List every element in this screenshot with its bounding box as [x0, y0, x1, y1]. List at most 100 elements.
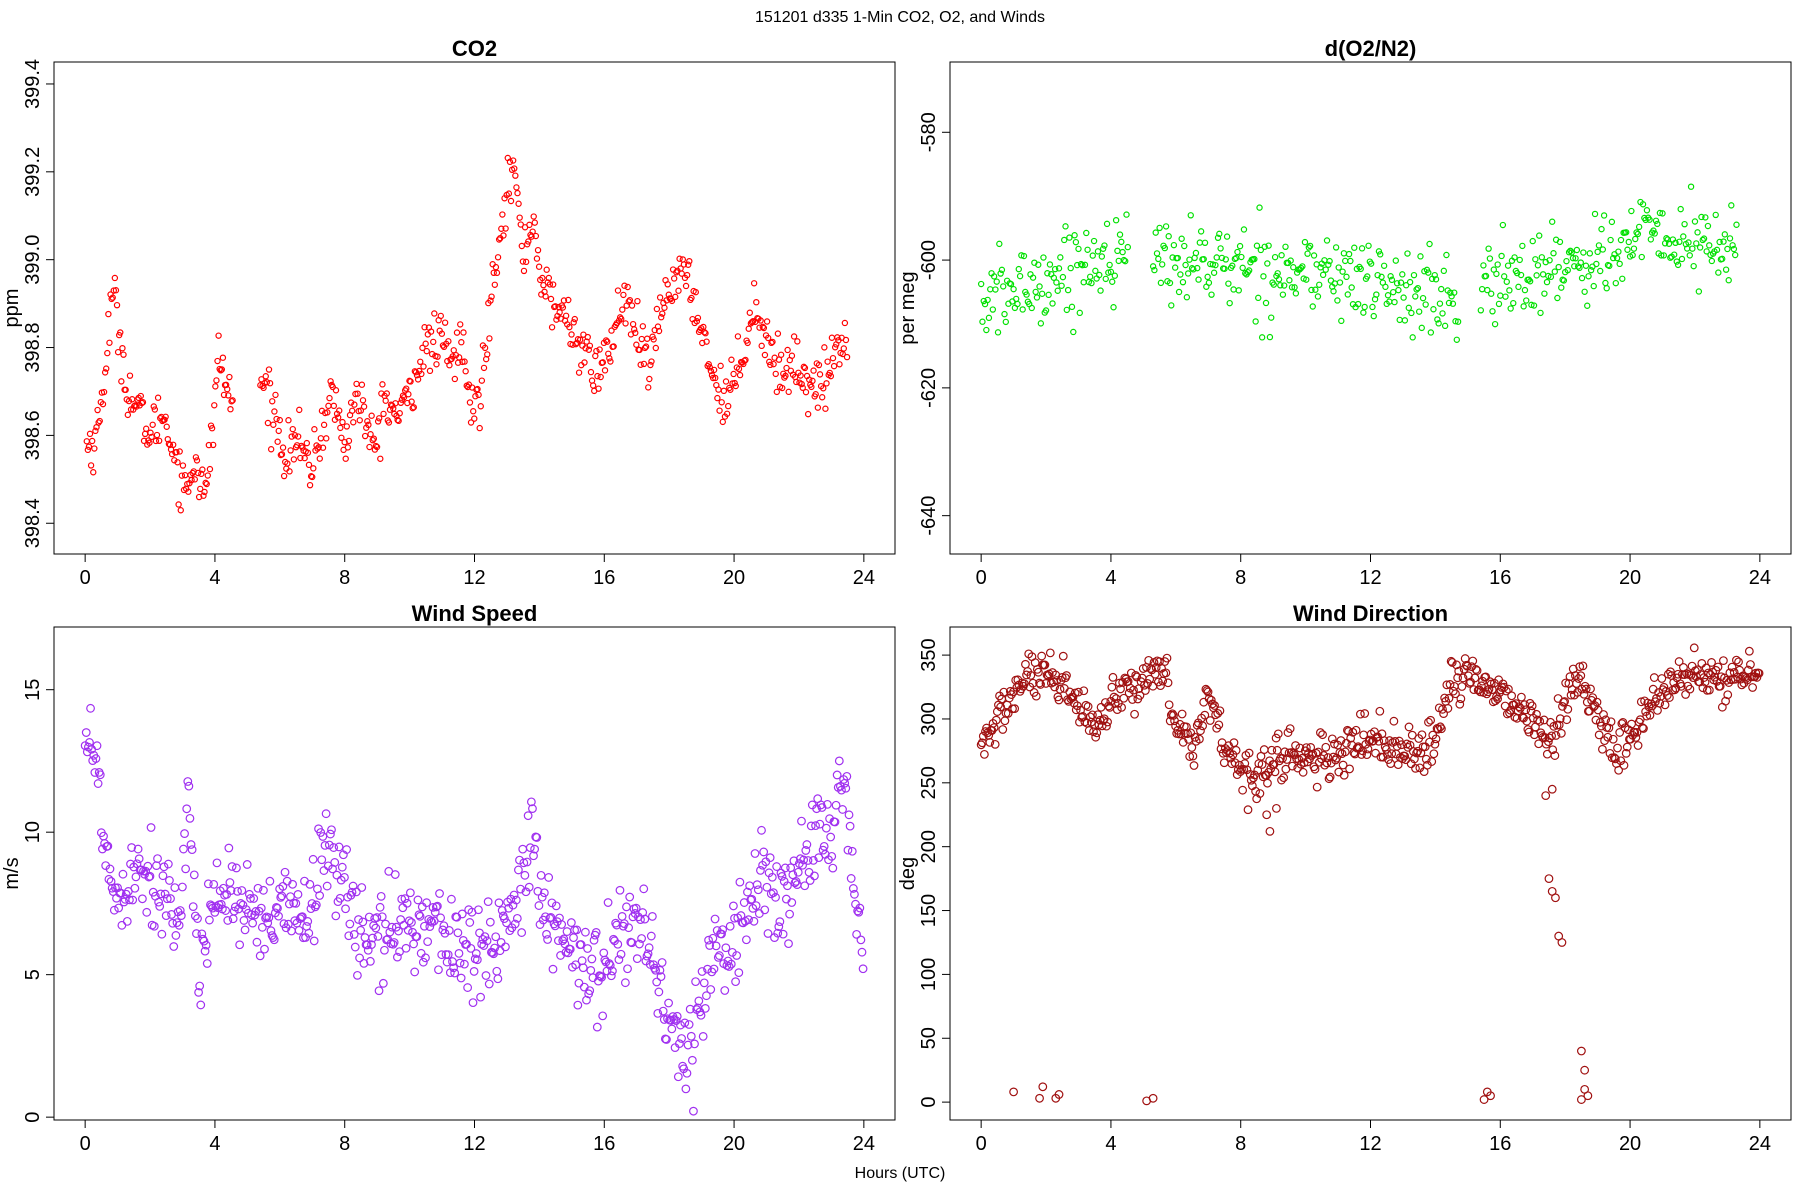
wind-direction-data-point: [1707, 658, 1716, 667]
wind-speed-data-point: [569, 933, 578, 943]
co2-data-point: [310, 465, 317, 472]
wind-direction-data-point: [1150, 669, 1160, 679]
wind-direction-data-point: [1062, 671, 1071, 680]
wind-speed-ytick-label: 15: [22, 679, 44, 701]
wind-speed-data-point: [378, 978, 388, 988]
wind-direction-data-point: [1555, 714, 1565, 724]
o2n2-data-point: [1526, 278, 1534, 285]
wind-speed-data-point: [276, 892, 286, 902]
o2n2-data-point: [1551, 268, 1558, 275]
co2-xtick-label: 8: [339, 567, 350, 589]
wind-direction-data-point: [1452, 660, 1461, 670]
wind-direction-data-point: [1169, 710, 1178, 720]
o2n2-data-point: [1309, 303, 1316, 310]
co2-data-point: [449, 353, 456, 360]
o2n2-data-point: [1102, 275, 1109, 283]
wind-speed-data-point: [686, 1031, 696, 1041]
wind-speed-data-point: [775, 917, 785, 927]
wind-direction-data-point: [1182, 722, 1191, 732]
co2-data-point: [712, 374, 719, 382]
wind-direction-ytick-label: 150: [918, 894, 940, 927]
co2-data-point: [672, 293, 679, 301]
co2-data-point: [661, 304, 668, 311]
wind-direction-data-point: [1026, 670, 1036, 680]
o2n2-data-point: [1316, 281, 1323, 288]
o2n2-data-point: [1593, 260, 1600, 268]
o2n2-data-point: [1212, 261, 1219, 269]
wind-speed-data-point: [703, 964, 712, 974]
o2n2-data-point: [1414, 284, 1422, 292]
wind-direction-xtick-label: 12: [1359, 1133, 1381, 1155]
o2n2-data-point: [1369, 303, 1376, 311]
wind-speed-data-point: [847, 846, 857, 856]
wind-speed-data-point: [592, 1022, 602, 1032]
wind-speed-data-point: [496, 938, 506, 947]
o2n2-data-point: [1222, 256, 1229, 263]
o2n2-data-point: [1573, 246, 1581, 254]
co2-data-point: [422, 340, 429, 347]
o2n2-data-point: [1071, 232, 1078, 239]
co2-data-point: [735, 365, 743, 373]
o2n2-data-point: [1436, 300, 1444, 307]
o2n2-data-point: [1401, 317, 1409, 324]
o2n2-data-point: [1687, 183, 1695, 190]
o2n2-data-point: [1677, 205, 1684, 213]
co2-data-point: [804, 410, 812, 418]
o2n2-data-point: [1656, 209, 1664, 217]
co2-data-point: [830, 362, 838, 370]
wind-direction-data-point: [1214, 720, 1224, 730]
co2-data-point: [779, 384, 786, 392]
wind-direction-data-point: [1563, 704, 1573, 714]
co2-data-point: [518, 242, 526, 250]
wind-direction-data-point: [1613, 743, 1622, 753]
co2-data-point: [92, 427, 99, 435]
o2n2-data-point: [1681, 220, 1688, 228]
co2-data-point: [599, 359, 607, 366]
wind-speed-data-point: [171, 931, 181, 940]
o2n2-data-point: [1251, 255, 1258, 263]
wind-speed-data-point: [417, 902, 427, 912]
co2-data-point: [748, 318, 756, 326]
wind-direction-data-point: [1689, 643, 1699, 653]
wind-speed-data-point: [440, 928, 450, 938]
o2n2-data-point: [1408, 309, 1415, 317]
wind-speed-data-point: [857, 947, 867, 957]
o2n2-data-point: [1170, 241, 1178, 249]
co2-data-point: [800, 363, 808, 371]
wind-direction-data-point: [1262, 810, 1272, 820]
o2n2-data-point: [1397, 279, 1405, 286]
wind-speed-data-point: [306, 904, 316, 914]
wind-speed-data-point: [403, 925, 413, 935]
wind-speed-data-point: [288, 879, 297, 889]
co2-data-point: [407, 378, 414, 385]
co2-data-point: [718, 399, 725, 406]
wind-speed-data-point: [652, 977, 662, 987]
wind-direction-data-point: [1737, 680, 1747, 690]
o2n2-data-point: [1546, 257, 1553, 264]
wind-speed-data-point: [187, 845, 197, 855]
o2n2-data-point: [1719, 255, 1726, 263]
co2-data-point: [545, 274, 553, 282]
co2-data-point: [668, 297, 676, 305]
o2n2-data-point: [1491, 320, 1499, 328]
co2-data-point: [470, 408, 477, 415]
o2n2-data-point: [1578, 274, 1586, 282]
co2-data-point: [285, 417, 292, 424]
o2n2-data-point: [1534, 262, 1542, 269]
wind-speed-data-point: [523, 811, 533, 821]
wind-speed-data-point: [133, 844, 143, 854]
wind-speed-data-point: [690, 1039, 699, 1049]
o2n2-data-point: [1519, 242, 1526, 250]
co2-data-point: [113, 301, 121, 309]
o2n2-data-point: [1417, 253, 1424, 260]
wind-speed-data-point: [310, 902, 320, 912]
o2n2-data-point: [1590, 282, 1597, 290]
co2-data-point: [176, 448, 183, 455]
co2-data-point: [400, 394, 408, 401]
co2-data-point: [702, 330, 709, 337]
co2-data-point: [500, 232, 507, 239]
o2n2-data-point: [1439, 310, 1446, 317]
o2n2-data-point: [1061, 236, 1068, 244]
wind-speed-data-point: [606, 971, 616, 981]
wind-direction-data-point: [1588, 693, 1598, 703]
